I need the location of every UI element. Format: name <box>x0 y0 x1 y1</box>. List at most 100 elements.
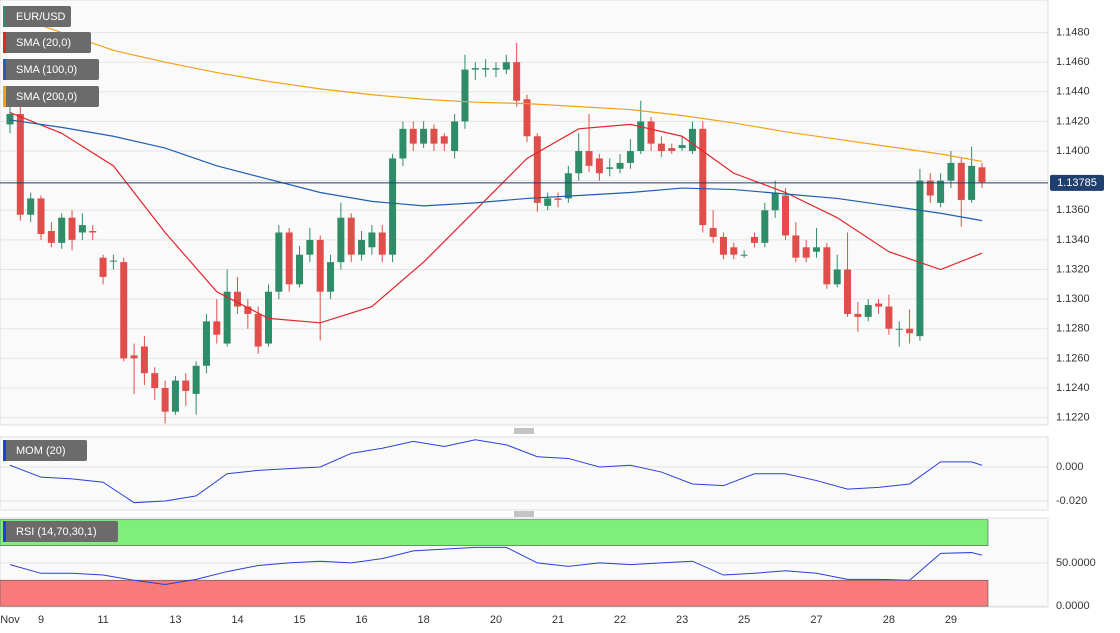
candle-body <box>130 355 138 359</box>
candle-body <box>265 291 272 344</box>
candle-body <box>37 198 45 234</box>
candle-body <box>699 128 707 226</box>
legend-box <box>3 521 118 542</box>
candle-body <box>647 121 655 144</box>
candle-body <box>89 231 97 233</box>
legend-box <box>3 86 99 107</box>
candle-body <box>616 162 624 169</box>
candle-body <box>27 198 35 215</box>
legend-swatch <box>3 32 6 53</box>
legend-swatch <box>3 440 6 461</box>
candle-body <box>833 269 841 285</box>
candle-body <box>471 68 479 70</box>
candle-body <box>492 68 500 70</box>
candle-body <box>161 387 169 412</box>
candle-body <box>16 114 24 215</box>
candle-body <box>109 260 117 262</box>
candle-body <box>327 262 335 292</box>
candle-body <box>750 236 758 243</box>
legend-swatch <box>3 59 6 80</box>
legend-label: SMA (20,0) <box>16 37 71 49</box>
panel-handle[interactable] <box>514 428 534 517</box>
candle-body <box>895 328 903 330</box>
legend-swatch <box>3 521 6 542</box>
x-tick-label: 11 <box>97 614 108 626</box>
candle-body <box>151 373 159 388</box>
legend-swatch <box>3 86 6 107</box>
candle-body <box>296 254 304 285</box>
x-tick-label: 23 <box>676 614 688 626</box>
candle-body <box>854 313 862 317</box>
candle-body <box>233 291 241 307</box>
legend-label: EUR/USD <box>16 11 66 23</box>
candle-body <box>564 173 572 199</box>
y-tick-label: 1.1320 <box>1056 263 1090 275</box>
candle-body <box>906 328 914 334</box>
y-tick-label: 1.1400 <box>1056 145 1090 157</box>
x-tick-label: 13 <box>169 614 181 626</box>
candle-body <box>957 162 965 200</box>
candle-body <box>368 232 376 248</box>
x-tick-label: Nov <box>0 614 20 626</box>
candle-body <box>709 228 717 237</box>
candle-body <box>409 128 417 144</box>
candle-body <box>502 62 510 70</box>
y-tick-label: 1.1280 <box>1056 323 1090 335</box>
candle-body <box>668 148 676 152</box>
legend-box <box>3 6 71 27</box>
legend-label: RSI (14,70,30,1) <box>16 526 97 538</box>
legend-box <box>3 32 91 53</box>
candle-body <box>885 306 893 329</box>
candle-body <box>182 380 190 391</box>
y-tick-label: 1.1220 <box>1056 412 1090 424</box>
candle-body <box>430 128 438 144</box>
candle-body <box>554 198 562 200</box>
candle-body <box>275 232 283 292</box>
candle-body <box>285 232 293 285</box>
candle-body <box>875 303 883 307</box>
x-tick-label: 14 <box>231 614 243 626</box>
candle-body <box>513 62 521 101</box>
candle-body <box>337 217 345 263</box>
candle-body <box>244 306 252 314</box>
sma-line <box>9 119 983 222</box>
candle-body <box>657 143 665 152</box>
candle-body <box>978 167 986 183</box>
indicator-line <box>9 546 983 586</box>
y-tick-label: 1.1240 <box>1056 382 1090 394</box>
candle-body <box>99 257 107 277</box>
y-tick-label: 0.0000 <box>1056 600 1090 612</box>
y-tick-label: 1.1420 <box>1056 115 1090 127</box>
candle-body <box>771 192 779 211</box>
legend-swatch <box>3 6 6 27</box>
price-panel <box>0 0 1049 426</box>
indicator-line <box>9 439 983 504</box>
x-tick-label: 27 <box>810 614 822 626</box>
candle-body <box>78 225 86 233</box>
candle-body <box>947 162 955 181</box>
candle-body <box>523 99 531 137</box>
candle-body <box>740 254 748 256</box>
candle-body <box>544 198 552 206</box>
candle-body <box>864 305 872 317</box>
legend-box <box>3 59 99 80</box>
candle-body <box>306 239 314 255</box>
candle-body <box>761 210 769 243</box>
x-tick-label: 16 <box>355 614 367 626</box>
legend-box <box>3 440 87 461</box>
candle-body <box>47 231 55 243</box>
candle-body <box>140 346 148 374</box>
candle-body <box>420 128 428 144</box>
legend-label: MOM (20) <box>16 445 66 457</box>
candle-body <box>533 136 541 203</box>
candle-body <box>68 217 76 240</box>
candle-body <box>6 114 14 125</box>
candle-body <box>254 313 262 347</box>
rsi-band <box>0 579 989 607</box>
candle-body <box>813 247 821 252</box>
candle-body <box>678 145 686 149</box>
candle-body <box>937 180 945 203</box>
last-price-box <box>1050 174 1104 191</box>
candle-body <box>916 180 924 337</box>
